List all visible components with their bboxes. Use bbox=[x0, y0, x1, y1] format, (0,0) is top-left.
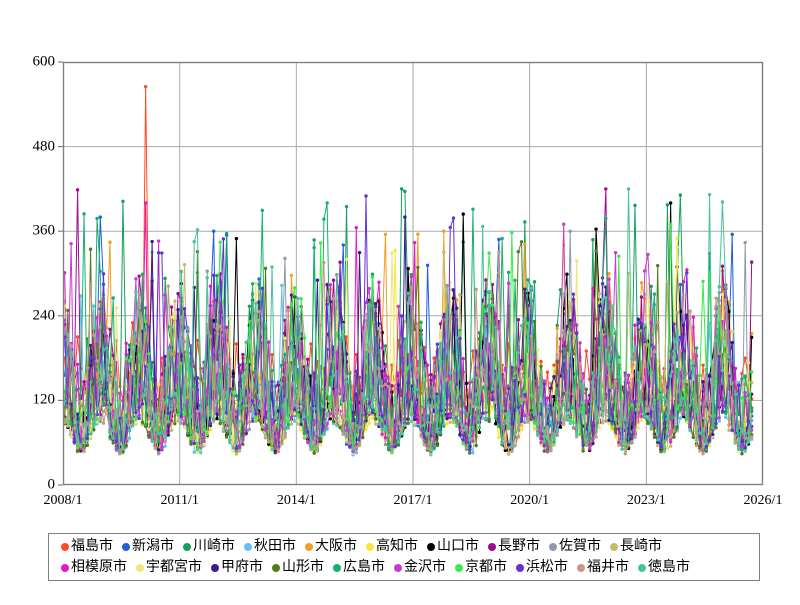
legend-label: 高知市 bbox=[376, 538, 418, 554]
legend-marker-icon bbox=[305, 542, 313, 551]
legend-item-長崎市[interactable]: 長崎市 bbox=[610, 538, 662, 554]
plot-border bbox=[62, 61, 764, 486]
legend-row: 相模原市 宇都宮市 甲府市 山形市 広島市 金沢市 京都市 浜松市 福井市 徳島市 bbox=[61, 557, 759, 578]
legend-marker-icon bbox=[549, 542, 557, 551]
legend-item-佐賀市[interactable]: 佐賀市 bbox=[549, 538, 601, 554]
legend-marker-icon bbox=[488, 542, 496, 551]
x-tick-label: 2023/1 bbox=[626, 493, 666, 508]
legend-item-川崎市[interactable]: 川崎市 bbox=[183, 538, 235, 554]
y-tick-label: 120 bbox=[32, 391, 56, 408]
chart-legend: 福島市 新潟市 川崎市 秋田市 大阪市 高知市 山口市 長野市 佐賀市 長崎市相模原市 宇都宮市 甲府… bbox=[48, 533, 760, 581]
legend-item-金沢市[interactable]: 金沢市 bbox=[394, 559, 446, 575]
y-tick-label: 360 bbox=[32, 222, 56, 239]
legend-item-福島市[interactable]: 福島市 bbox=[61, 538, 113, 554]
x-tick-label: 2014/1 bbox=[276, 493, 316, 508]
legend-label: 京都市 bbox=[465, 559, 507, 575]
legend-marker-icon bbox=[366, 542, 374, 551]
y-tick-label: 240 bbox=[32, 307, 56, 324]
legend-item-浜松市[interactable]: 浜松市 bbox=[516, 559, 568, 575]
legend-item-相模原市[interactable]: 相模原市 bbox=[61, 559, 127, 575]
legend-marker-icon bbox=[272, 563, 280, 572]
legend-label: 宇都宮市 bbox=[146, 559, 202, 575]
legend-item-長野市[interactable]: 長野市 bbox=[488, 538, 540, 554]
legend-label: 大阪市 bbox=[315, 538, 357, 554]
legend-label: 徳島市 bbox=[648, 559, 690, 575]
legend-marker-icon bbox=[333, 563, 341, 572]
legend-item-京都市[interactable]: 京都市 bbox=[455, 559, 507, 575]
legend-marker-icon bbox=[61, 542, 69, 551]
y-tick-label: 600 bbox=[32, 53, 56, 70]
legend-label: 長野市 bbox=[498, 538, 540, 554]
x-tick-label: 2017/1 bbox=[393, 493, 433, 508]
legend-item-広島市[interactable]: 広島市 bbox=[333, 559, 385, 575]
legend-marker-icon bbox=[211, 563, 219, 572]
legend-marker-icon bbox=[394, 563, 402, 572]
x-tick-label: 2011/1 bbox=[160, 493, 199, 508]
legend-item-宇都宮市[interactable]: 宇都宮市 bbox=[136, 559, 202, 575]
series-group bbox=[62, 84, 754, 457]
legend-marker-icon bbox=[638, 563, 646, 572]
legend-marker-icon bbox=[183, 542, 191, 551]
legend-label: 川崎市 bbox=[193, 538, 235, 554]
legend-marker-icon bbox=[516, 563, 524, 572]
legend-label: 福井市 bbox=[587, 559, 629, 575]
legend-row: 福島市 新潟市 川崎市 秋田市 大阪市 高知市 山口市 長野市 佐賀市 長崎市 bbox=[61, 536, 759, 557]
legend-marker-icon bbox=[577, 563, 585, 572]
legend-item-福井市[interactable]: 福井市 bbox=[577, 559, 629, 575]
legend-label: 甲府市 bbox=[221, 559, 263, 575]
legend-marker-icon bbox=[455, 563, 463, 572]
legend-item-山形市[interactable]: 山形市 bbox=[272, 559, 324, 575]
x-tick-label: 2008/1 bbox=[43, 493, 83, 508]
legend-item-山口市[interactable]: 山口市 bbox=[427, 538, 479, 554]
legend-item-秋田市[interactable]: 秋田市 bbox=[244, 538, 296, 554]
legend-label: 金沢市 bbox=[404, 559, 446, 575]
legend-label: 長崎市 bbox=[620, 538, 662, 554]
legend-label: 山口市 bbox=[437, 538, 479, 554]
legend-marker-icon bbox=[427, 542, 435, 551]
x-tick-label: 2020/1 bbox=[510, 493, 550, 508]
y-tick-label: 480 bbox=[32, 138, 56, 155]
legend-marker-icon bbox=[244, 542, 252, 551]
legend-label: 浜松市 bbox=[526, 559, 568, 575]
legend-marker-icon bbox=[136, 563, 144, 572]
legend-item-新潟市[interactable]: 新潟市 bbox=[122, 538, 174, 554]
legend-label: 山形市 bbox=[282, 559, 324, 575]
legend-item-甲府市[interactable]: 甲府市 bbox=[211, 559, 263, 575]
legend-item-大阪市[interactable]: 大阪市 bbox=[305, 538, 357, 554]
legend-label: 福島市 bbox=[71, 538, 113, 554]
series-markers bbox=[62, 187, 754, 453]
x-tick-label: 2026/1 bbox=[743, 493, 783, 508]
legend-marker-icon bbox=[61, 563, 69, 572]
legend-marker-icon bbox=[122, 542, 130, 551]
legend-marker-icon bbox=[610, 542, 618, 551]
legend-label: 相模原市 bbox=[71, 559, 127, 575]
legend-label: 秋田市 bbox=[254, 538, 296, 554]
legend-label: 新潟市 bbox=[132, 538, 174, 554]
legend-item-高知市[interactable]: 高知市 bbox=[366, 538, 418, 554]
legend-item-徳島市[interactable]: 徳島市 bbox=[638, 559, 690, 575]
y-tick-label: 0 bbox=[47, 476, 56, 493]
legend-label: 佐賀市 bbox=[559, 538, 601, 554]
legend-label: 広島市 bbox=[343, 559, 385, 575]
